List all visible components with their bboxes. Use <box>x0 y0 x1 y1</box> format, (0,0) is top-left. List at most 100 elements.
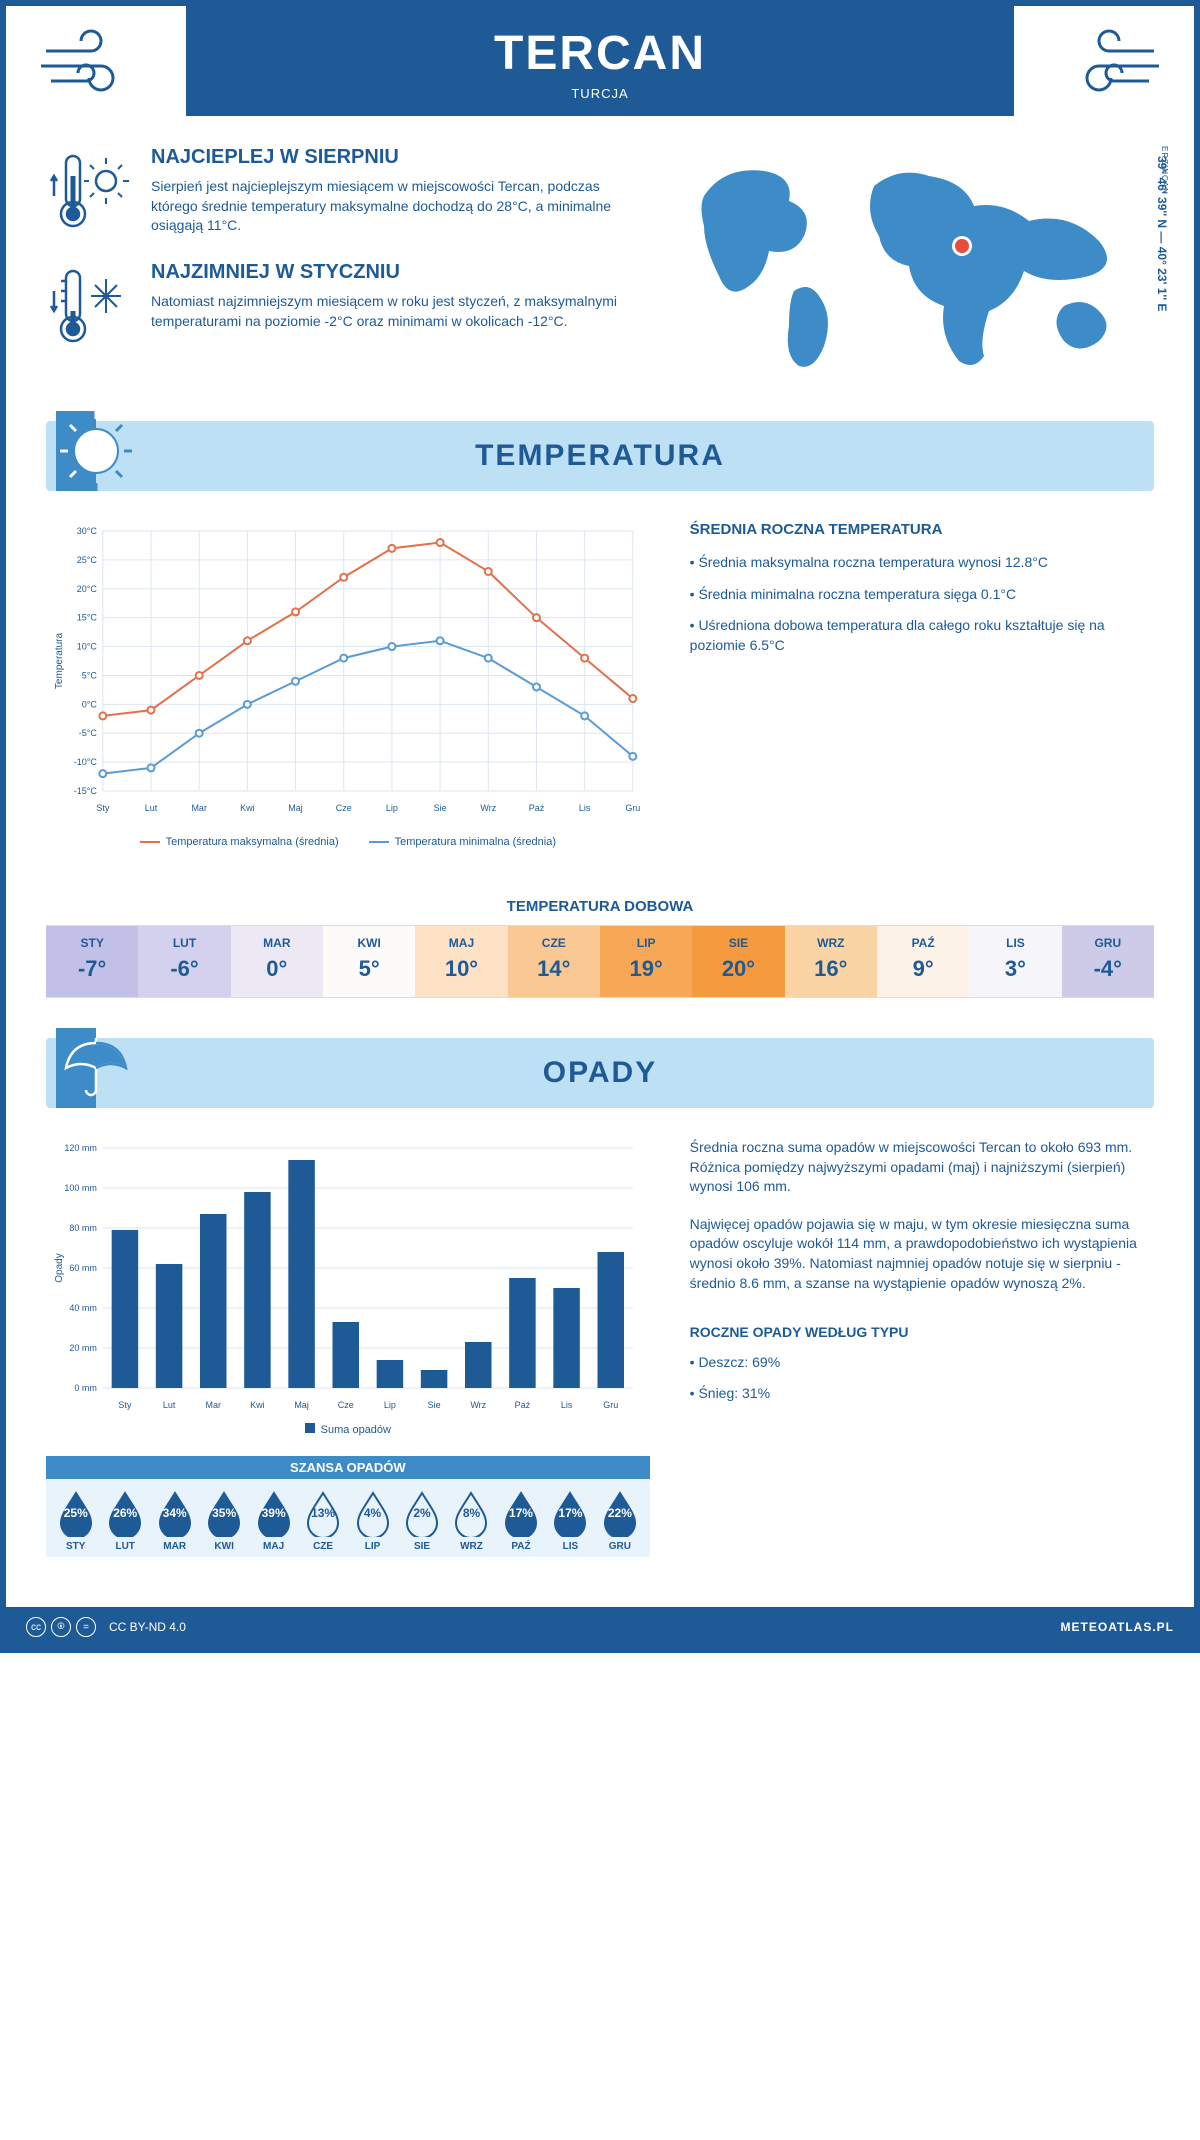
cold-text: NAJZIMNIEJ W STYCZNIU Natomiast najzimni… <box>151 261 644 351</box>
daily-cell: SIE20° <box>692 926 784 997</box>
precip-legend: Suma opadów <box>46 1423 650 1436</box>
svg-text:100 mm: 100 mm <box>64 1183 97 1193</box>
legend-max: Temperatura maksymalna (średnia) <box>140 836 339 848</box>
temp-chart-box: -15°C-10°C-5°C0°C5°C10°C15°C20°C25°C30°C… <box>46 521 650 848</box>
umbrella-icon <box>56 1028 136 1108</box>
chance-cell: 13%CZE <box>298 1489 347 1552</box>
svg-text:Wrz: Wrz <box>480 803 496 813</box>
chance-value: 4% <box>364 1506 381 1520</box>
temp-avg-item: • Uśredniona dobowa temperatura dla całe… <box>690 616 1154 655</box>
temp-legend: Temperatura maksymalna (średnia) Tempera… <box>46 836 650 848</box>
svg-text:Sie: Sie <box>434 803 447 813</box>
world-map-icon <box>674 146 1154 376</box>
coords-label: 39° 46' 39'' N — 40° 23' 1'' E <box>1155 156 1169 311</box>
svg-text:Cze: Cze <box>338 1400 354 1410</box>
svg-text:0°C: 0°C <box>82 699 98 709</box>
daily-cell: CZE14° <box>508 926 600 997</box>
wind-icon-left <box>36 26 136 118</box>
chance-cell: 22%GRU <box>595 1489 644 1552</box>
svg-text:Lip: Lip <box>384 1400 396 1410</box>
daily-value: 5° <box>323 956 415 982</box>
daily-value: 14° <box>508 956 600 982</box>
svg-text:Opady: Opady <box>54 1253 65 1282</box>
daily-value: 0° <box>231 956 323 982</box>
svg-text:Gru: Gru <box>603 1400 618 1410</box>
svg-text:Sty: Sty <box>96 803 110 813</box>
chance-cell: 8%WRZ <box>447 1489 496 1552</box>
chance-month: MAJ <box>249 1541 298 1552</box>
chance-month: CZE <box>298 1541 347 1552</box>
svg-text:-15°C: -15°C <box>74 786 98 796</box>
daily-cell: MAJ10° <box>415 926 507 997</box>
daily-temp-table: STY-7°LUT-6°MAR0°KWI5°MAJ10°CZE14°LIP19°… <box>46 925 1154 998</box>
chance-month: GRU <box>595 1541 644 1552</box>
daily-value: 9° <box>877 956 969 982</box>
daily-month: WRZ <box>785 936 877 956</box>
svg-text:30°C: 30°C <box>77 526 98 536</box>
svg-text:15°C: 15°C <box>77 613 98 623</box>
chance-row: 25%STY26%LUT34%MAR35%KWI39%MAJ13%CZE4%LI… <box>46 1479 650 1557</box>
precip-type-title: ROCZNE OPADY WEDŁUG TYPU <box>690 1323 1154 1343</box>
svg-text:60 mm: 60 mm <box>69 1263 97 1273</box>
chance-cell: 39% MAJ <box>249 1489 298 1552</box>
daily-cell: LIS3° <box>969 926 1061 997</box>
chance-month: MAR <box>150 1541 199 1552</box>
svg-text:25°C: 25°C <box>77 555 98 565</box>
type-item: • Śnieg: 31% <box>690 1384 1154 1404</box>
precip-bar-chart: 0 mm20 mm40 mm60 mm80 mm100 mm120 mmOpad… <box>46 1138 650 1418</box>
chance-value: 26% <box>113 1506 137 1520</box>
daily-cell: PAŹ9° <box>877 926 969 997</box>
temp-content: -15°C-10°C-5°C0°C5°C10°C15°C20°C25°C30°C… <box>6 491 1194 878</box>
chance-box: SZANSA OPADÓW 25%STY26%LUT34%MAR35%KWI39… <box>46 1456 650 1557</box>
svg-text:Lut: Lut <box>163 1400 176 1410</box>
intro-section: NAJCIEPLEJ W SIERPNIU Sierpień jest najc… <box>6 116 1194 401</box>
chance-cell: 2%SIE <box>397 1489 446 1552</box>
daily-cell: STY-7° <box>46 926 138 997</box>
svg-text:Temperatura: Temperatura <box>54 632 65 689</box>
svg-text:40 mm: 40 mm <box>69 1303 97 1313</box>
svg-text:0 mm: 0 mm <box>74 1383 97 1393</box>
daily-month: MAJ <box>415 936 507 956</box>
temp-avg-item: • Średnia maksymalna roczna temperatura … <box>690 553 1154 573</box>
precip-text-box: Średnia roczna suma opadów w miejscowośc… <box>690 1138 1154 1557</box>
svg-text:Kwi: Kwi <box>250 1400 265 1410</box>
cold-body: Natomiast najzimniejszym miesiącem w rok… <box>151 292 644 331</box>
daily-cell: LIP19° <box>600 926 692 997</box>
chance-value: 17% <box>509 1506 533 1520</box>
precip-title: OPADY <box>64 1056 1136 1090</box>
svg-text:Sie: Sie <box>428 1400 441 1410</box>
chance-month: SIE <box>397 1541 446 1552</box>
daily-cell: LUT-6° <box>138 926 230 997</box>
chance-cell: 17%LIS <box>546 1489 595 1552</box>
license-block: cc 🅯 = CC BY-ND 4.0 <box>26 1617 186 1637</box>
type-item: • Deszcz: 69% <box>690 1353 1154 1373</box>
chance-value: 17% <box>558 1506 582 1520</box>
svg-text:-5°C: -5°C <box>79 728 98 738</box>
chance-value: 35% <box>212 1506 236 1520</box>
chance-value: 8% <box>463 1506 480 1520</box>
by-icon: 🅯 <box>51 1617 71 1637</box>
cold-block: NAJZIMNIEJ W STYCZNIU Natomiast najzimni… <box>46 261 644 351</box>
daily-value: 3° <box>969 956 1061 982</box>
city-title: TERCAN <box>186 26 1014 81</box>
page-container: TERCAN TURCJA NAJCIEPLEJ W SIERPNIU Sier… <box>0 0 1200 1653</box>
svg-text:120 mm: 120 mm <box>64 1143 97 1153</box>
svg-text:10°C: 10°C <box>77 642 98 652</box>
precip-content: 0 mm20 mm40 mm60 mm80 mm100 mm120 mmOpad… <box>6 1108 1194 1577</box>
daily-cell: WRZ16° <box>785 926 877 997</box>
svg-text:Lut: Lut <box>145 803 158 813</box>
chance-value: 39% <box>262 1506 286 1520</box>
chance-cell: 35%KWI <box>199 1489 248 1552</box>
temp-avg-title: ŚREDNIA ROCZNA TEMPERATURA <box>690 521 1154 538</box>
daily-temp-title: TEMPERATURA DOBOWA <box>6 898 1194 915</box>
daily-month: STY <box>46 936 138 956</box>
hot-title: NAJCIEPLEJ W SIERPNIU <box>151 146 644 169</box>
daily-cell: KWI5° <box>323 926 415 997</box>
chance-cell: 34%MAR <box>150 1489 199 1552</box>
daily-value: 16° <box>785 956 877 982</box>
temp-line-chart: -15°C-10°C-5°C0°C5°C10°C15°C20°C25°C30°C… <box>46 521 650 821</box>
daily-value: -7° <box>46 956 138 982</box>
daily-value: -6° <box>138 956 230 982</box>
nd-icon: = <box>76 1617 96 1637</box>
thermometer-hot-icon <box>46 146 136 236</box>
